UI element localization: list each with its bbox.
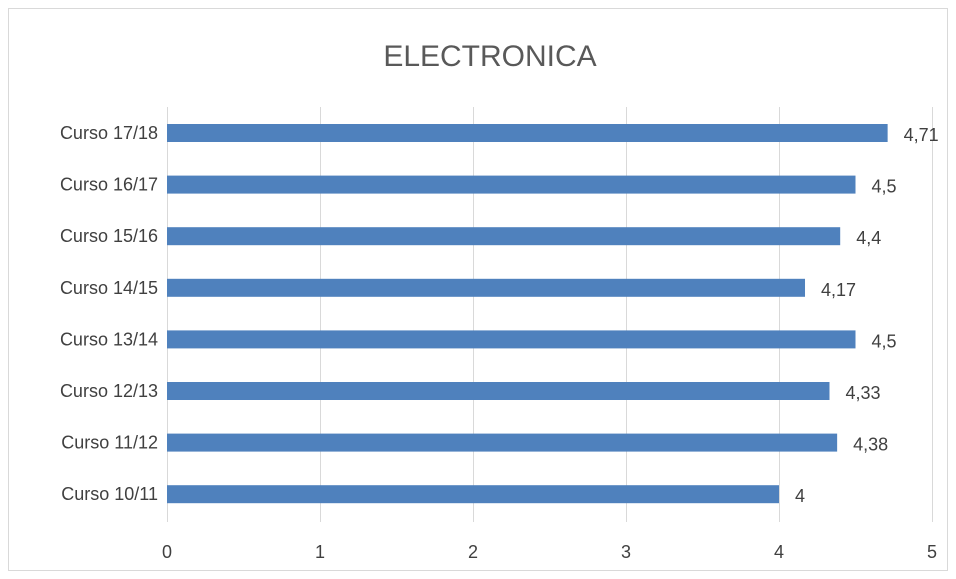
data-label: 4,71 <box>904 125 939 145</box>
bar <box>167 382 830 400</box>
category-label: Curso 13/14 <box>60 329 158 349</box>
category-label: Curso 14/15 <box>60 278 158 298</box>
bar <box>167 433 838 452</box>
data-label: 4,5 <box>872 177 897 197</box>
bar <box>167 485 779 504</box>
x-axis-tick-labels: 0 1 2 3 4 5 <box>162 542 937 562</box>
data-label: 4 <box>795 486 805 506</box>
chart-title: ELECTRONICA <box>383 40 596 73</box>
gridlines <box>167 107 933 522</box>
x-tick-label: 3 <box>621 542 631 562</box>
category-label: Curso 11/12 <box>61 433 158 453</box>
category-label: Curso 15/16 <box>60 226 158 246</box>
bar <box>167 227 841 246</box>
category-label: Curso 12/13 <box>60 381 158 401</box>
x-tick-label: 5 <box>927 542 937 562</box>
data-label: 4,17 <box>821 280 856 300</box>
data-labels: 4,71 4,5 4,4 4,17 4,5 4,33 4,38 4 <box>795 125 939 506</box>
data-label: 4,38 <box>853 435 888 455</box>
bar <box>167 330 856 349</box>
x-tick-label: 0 <box>162 542 172 562</box>
bars <box>167 124 888 504</box>
data-label: 4,4 <box>856 228 881 248</box>
bar <box>167 278 806 297</box>
bar <box>167 175 856 194</box>
category-label: Curso 10/11 <box>61 484 158 504</box>
x-tick-label: 1 <box>315 542 325 562</box>
category-label: Curso 16/17 <box>60 175 158 195</box>
data-label: 4,5 <box>872 331 897 351</box>
x-tick-label: 4 <box>774 542 784 562</box>
data-label: 4,33 <box>845 383 880 403</box>
category-labels: Curso 17/18 Curso 16/17 Curso 15/16 Curso 1… <box>60 123 158 504</box>
bar <box>167 124 888 142</box>
x-tick-label: 2 <box>468 542 478 562</box>
category-label: Curso 17/18 <box>60 123 158 143</box>
